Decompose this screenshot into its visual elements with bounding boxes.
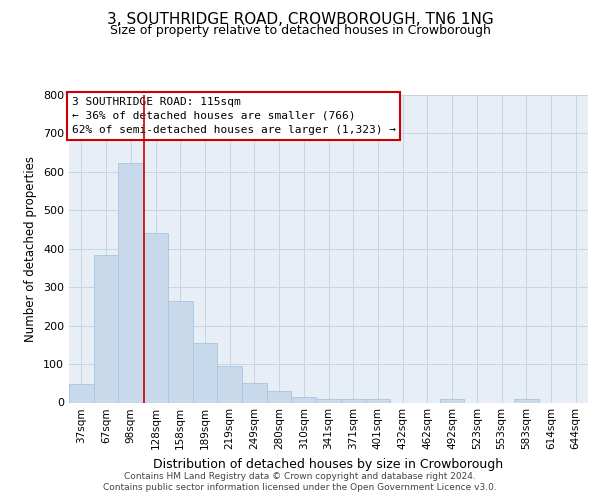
Bar (316, 398, 341, 402)
Bar (341, 398, 365, 402)
Bar (69, 384, 94, 402)
Bar (292, 396, 316, 402)
Text: Contains HM Land Registry data © Crown copyright and database right 2024.: Contains HM Land Registry data © Crown c… (124, 472, 476, 481)
Bar (440, 398, 464, 402)
X-axis label: Distribution of detached houses by size in Crowborough: Distribution of detached houses by size … (154, 458, 503, 471)
Text: 3, SOUTHRIDGE ROAD, CROWBOROUGH, TN6 1NG: 3, SOUTHRIDGE ROAD, CROWBOROUGH, TN6 1NG (107, 12, 493, 28)
Text: Contains public sector information licensed under the Open Government Licence v3: Contains public sector information licen… (103, 484, 497, 492)
Bar (242, 384, 267, 402)
Y-axis label: Number of detached properties: Number of detached properties (25, 156, 37, 342)
Bar (193, 343, 217, 402)
Bar (94, 256, 118, 402)
Bar (168, 300, 193, 402)
Bar (118, 164, 143, 402)
Bar (217, 366, 242, 403)
Bar (143, 234, 168, 402)
Text: 3 SOUTHRIDGE ROAD: 115sqm
← 36% of detached houses are smaller (766)
62% of semi: 3 SOUTHRIDGE ROAD: 115sqm ← 36% of detac… (71, 96, 395, 136)
Bar (267, 391, 292, 402)
Bar (365, 398, 390, 402)
Bar (514, 398, 539, 402)
Text: Size of property relative to detached houses in Crowborough: Size of property relative to detached ho… (110, 24, 490, 37)
